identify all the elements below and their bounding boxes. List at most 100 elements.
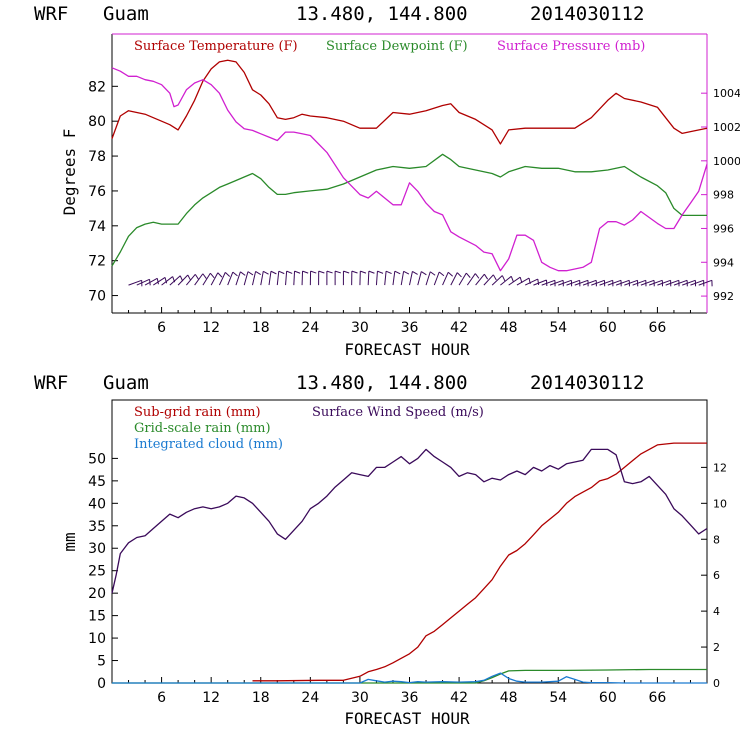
bottom-y-tick-label: 50 xyxy=(88,451,106,467)
wind-barb xyxy=(524,278,540,286)
wind-barb xyxy=(318,270,325,286)
top-series-surface-dewpoint-f xyxy=(111,153,707,267)
wind-barb xyxy=(194,273,207,286)
wind-barb xyxy=(417,271,427,286)
bottom-header-model: WRF xyxy=(34,372,68,394)
bottom-y-tick-label: 25 xyxy=(88,564,106,580)
bottom-y-tick-label: 35 xyxy=(88,519,106,535)
bottom-y-tick-label: 20 xyxy=(88,586,106,602)
bottom-x-tick-label: 24 xyxy=(301,690,319,706)
top-chart-ticks: 6 12 18 24 30 36 42 48 54 60 66 70 72 74 76 78 80 82 992 99… xyxy=(88,79,740,336)
wind-barb xyxy=(268,270,277,286)
top-y-tick-label: 74 xyxy=(88,219,106,235)
wind-barb xyxy=(218,272,231,286)
wind-barb xyxy=(400,270,410,286)
bottom-y-tick-label: 0 xyxy=(97,676,106,692)
wind-barb xyxy=(533,279,548,287)
bottom-y2-tick-label: 6 xyxy=(713,569,720,582)
bottom-y2-tick-label: 8 xyxy=(713,533,720,546)
wind-barb xyxy=(433,271,445,286)
wind-barb xyxy=(475,273,489,286)
top-chart-series xyxy=(111,59,708,272)
top-legend-pressure: Surface Pressure (mb) xyxy=(497,39,645,54)
wind-barb xyxy=(326,270,333,286)
top-y2-tick-label: 1002 xyxy=(713,121,740,134)
bottom-y-axis-label: mm xyxy=(60,532,79,551)
top-y-tick-label: 80 xyxy=(88,114,106,130)
bottom-chart-ticks: 6 12 18 24 30 36 42 48 54 60 660510152025303540455… xyxy=(88,451,727,706)
bottom-y-tick-label: 45 xyxy=(88,474,106,490)
top-x-tick-label: 18 xyxy=(252,320,270,336)
top-x-tick-label: 12 xyxy=(202,320,220,336)
top-y2-tick-label: 992 xyxy=(713,290,734,303)
bottom-y2-tick-label: 10 xyxy=(713,497,727,510)
bottom-x-tick-label: 18 xyxy=(252,690,270,706)
top-header-coords: 13.480, 144.800 xyxy=(296,3,468,25)
top-chart-header: WRF Guam 13.480, 144.800 2014030112 xyxy=(34,3,644,25)
wind-barb xyxy=(251,271,261,286)
wind-barb xyxy=(359,270,367,286)
bottom-y-tick-label: 15 xyxy=(88,609,106,625)
top-y-tick-label: 78 xyxy=(88,149,106,165)
top-y-axis-label: Degrees F xyxy=(60,129,79,216)
wind-barb xyxy=(153,276,168,286)
top-header-date: 2014030112 xyxy=(530,3,644,25)
bottom-series-surface-wind-speed-m-s xyxy=(111,448,708,594)
wind-barb xyxy=(301,270,309,286)
top-y-tick-label: 82 xyxy=(88,79,106,95)
top-chart-frame xyxy=(111,33,708,314)
top-header-model: WRF xyxy=(34,3,68,25)
wind-barb xyxy=(260,270,269,286)
wind-barb xyxy=(466,273,480,286)
bottom-y-tick-label: 10 xyxy=(88,631,106,647)
bottom-x-tick-label: 12 xyxy=(202,690,220,706)
wind-barb xyxy=(235,271,246,286)
top-x-tick-label: 66 xyxy=(649,320,667,336)
top-y-tick-label: 72 xyxy=(88,254,106,270)
wind-barb xyxy=(210,272,223,286)
wind-barb xyxy=(375,270,384,286)
top-y-tick-label: 76 xyxy=(88,184,106,200)
wind-barb xyxy=(698,279,713,287)
wind-barb xyxy=(334,270,341,286)
wind-barb xyxy=(136,278,151,286)
top-x-tick-label: 42 xyxy=(450,320,468,336)
top-x-tick-label: 24 xyxy=(301,320,319,336)
wind-barb xyxy=(342,270,350,286)
bottom-legend-gridscale-rain: Grid-scale rain (mm) xyxy=(134,421,271,436)
wind-barb xyxy=(392,270,401,286)
bottom-y2-tick-label: 12 xyxy=(713,461,727,474)
bottom-x-tick-label: 66 xyxy=(649,690,667,706)
top-x-tick-label: 60 xyxy=(599,320,617,336)
wind-barb xyxy=(276,270,285,286)
bottom-header-coords: 13.480, 144.800 xyxy=(296,372,468,394)
top-y2-tick-label: 1004 xyxy=(713,87,740,100)
wind-barb xyxy=(293,270,301,286)
top-x-tick-label: 6 xyxy=(157,320,166,336)
wind-barb xyxy=(425,271,436,286)
wind-barb xyxy=(458,272,471,286)
bottom-chart-series xyxy=(111,442,708,684)
top-y2-tick-label: 998 xyxy=(713,189,734,202)
wind-barb xyxy=(367,270,375,286)
wind-barb xyxy=(384,270,392,286)
top-wind-barbs xyxy=(128,270,713,287)
bottom-y-tick-label: 30 xyxy=(88,541,106,557)
bottom-legend-integrated-cloud: Integrated cloud (mm) xyxy=(134,437,283,452)
top-x-tick-label: 36 xyxy=(401,320,419,336)
bottom-legend: Sub-grid rain (mm) Surface Wind Speed (m… xyxy=(134,405,484,452)
bottom-series-integrated-cloud-mm xyxy=(112,672,707,684)
bottom-x-tick-label: 54 xyxy=(549,690,567,706)
bottom-y2-tick-label: 4 xyxy=(713,605,720,618)
bottom-header-station: Guam xyxy=(103,372,149,394)
top-y2-tick-label: 996 xyxy=(713,222,734,235)
bottom-header-date: 2014030112 xyxy=(530,372,644,394)
bottom-x-tick-label: 6 xyxy=(157,690,166,706)
wind-barb xyxy=(144,277,159,286)
bottom-legend-wind-speed: Surface Wind Speed (m/s) xyxy=(312,405,484,420)
top-y2-tick-label: 1000 xyxy=(713,155,740,168)
wind-barb xyxy=(309,270,317,286)
top-y-tick-label: 70 xyxy=(88,289,106,305)
wind-barb xyxy=(177,274,192,286)
